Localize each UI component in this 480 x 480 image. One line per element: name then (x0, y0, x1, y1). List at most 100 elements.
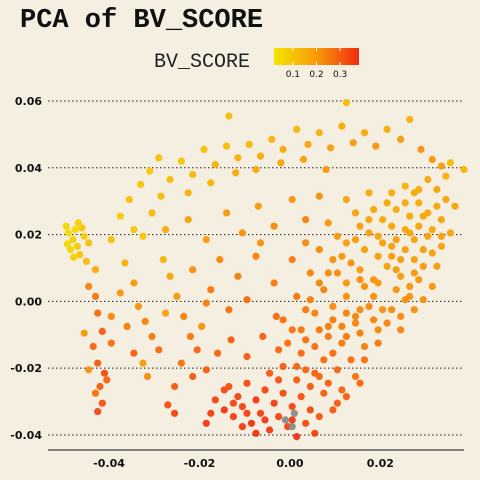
data-point (388, 189, 396, 197)
data-point (417, 145, 425, 153)
data-point (342, 99, 350, 107)
data-point (324, 332, 332, 341)
data-point (351, 312, 360, 320)
data-point (130, 279, 138, 287)
data-point (173, 292, 181, 300)
data-point (214, 349, 222, 357)
data-point (130, 226, 138, 234)
data-point (232, 169, 240, 177)
data-point (62, 222, 70, 230)
data-point (410, 189, 418, 197)
data-point (186, 332, 194, 341)
data-point (311, 309, 319, 317)
data-point (229, 413, 237, 421)
data-point (442, 172, 450, 180)
data-point (254, 202, 262, 210)
data-point (155, 346, 163, 354)
data-point (433, 185, 441, 194)
data-point (419, 212, 427, 220)
data-point (383, 262, 391, 270)
data-point (238, 403, 246, 411)
data-point (410, 236, 418, 244)
data-point (374, 252, 382, 260)
data-point (374, 232, 382, 240)
data-point (351, 209, 360, 217)
data-point (351, 372, 360, 381)
data-point (428, 282, 436, 290)
data-point (428, 249, 436, 257)
data-point (91, 292, 100, 300)
data-point (252, 429, 260, 437)
data-point (268, 135, 276, 143)
data-point (229, 399, 237, 407)
data-point (171, 409, 179, 417)
data-point (372, 142, 380, 150)
data-point (365, 229, 373, 237)
data-point (141, 317, 149, 325)
data-point (379, 306, 387, 314)
data-point (198, 322, 206, 330)
data-point (356, 306, 364, 314)
data-point (243, 379, 251, 387)
data-point (433, 202, 441, 210)
data-point (157, 192, 165, 200)
data-point (121, 259, 129, 267)
data-point (392, 205, 400, 214)
data-point (437, 162, 445, 170)
data-point (306, 382, 314, 391)
data-point (275, 376, 283, 384)
data-point (379, 216, 387, 224)
data-point (356, 329, 364, 337)
data-point (164, 401, 172, 409)
data-point (327, 144, 335, 152)
data-point (166, 175, 174, 184)
data-point (266, 426, 274, 434)
data-point (162, 309, 170, 317)
data-point (293, 125, 301, 133)
data-point (134, 302, 142, 310)
data-point (200, 145, 208, 153)
data-point (410, 256, 418, 264)
data-point (437, 216, 445, 224)
legend-title: BV_SCORE (154, 51, 251, 74)
data-point (85, 282, 93, 290)
data-point (270, 399, 278, 407)
x-tick-label: 0.02 (367, 457, 394, 470)
data-point (410, 306, 418, 314)
data-point (243, 352, 251, 361)
data-point (374, 339, 382, 347)
data-point (225, 306, 233, 314)
data-point (234, 154, 242, 162)
data-point (424, 232, 432, 240)
data-point (356, 266, 364, 274)
data-point (338, 122, 346, 130)
data-point (338, 322, 346, 330)
data-point (311, 429, 319, 437)
data-point (70, 253, 78, 261)
data-point (415, 199, 423, 207)
data-point (315, 129, 323, 137)
data-point (406, 282, 414, 290)
data-point (401, 246, 409, 254)
data-point (379, 239, 387, 247)
data-point (401, 199, 409, 207)
data-point (80, 232, 88, 240)
data-point (227, 336, 235, 344)
data-point (270, 222, 278, 230)
data-point (338, 339, 346, 347)
data-point (320, 389, 328, 397)
data-point (446, 159, 454, 167)
data-point (315, 192, 323, 200)
data-point (94, 309, 102, 317)
data-point (184, 216, 192, 224)
data-point (234, 393, 242, 401)
data-point (306, 296, 314, 304)
data-point (446, 229, 454, 237)
data-point (315, 246, 323, 254)
data-point (297, 326, 305, 334)
data-point (193, 346, 201, 354)
data-point (85, 239, 93, 247)
data-point (245, 140, 253, 148)
data-point (302, 216, 310, 224)
